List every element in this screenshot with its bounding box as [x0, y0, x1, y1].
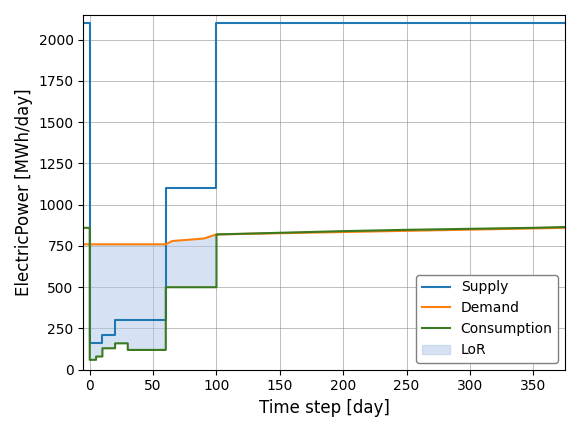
Consumption	[124, 347, 131, 353]
Demand	[162, 242, 169, 247]
Consumption	[530, 225, 537, 230]
Consumption	[93, 357, 100, 362]
Legend: Supply, Demand, Consumption, LoR: Supply, Demand, Consumption, LoR	[416, 275, 558, 363]
Consumption	[80, 225, 87, 230]
Supply	[99, 333, 106, 338]
Supply	[86, 341, 93, 346]
Supply	[111, 318, 118, 323]
Consumption	[213, 232, 220, 237]
Line: Supply: Supply	[84, 23, 565, 343]
Supply	[213, 186, 220, 191]
Consumption	[162, 285, 169, 290]
Y-axis label: ElectricPower [MWh/day]: ElectricPower [MWh/day]	[15, 89, 33, 296]
Demand	[80, 242, 87, 247]
Supply	[86, 21, 93, 26]
Supply	[213, 21, 220, 26]
Consumption	[162, 347, 169, 353]
Demand	[169, 238, 176, 244]
Demand	[561, 225, 568, 230]
Consumption	[403, 227, 410, 232]
Consumption	[340, 229, 347, 234]
Line: Demand: Demand	[84, 228, 565, 245]
Supply	[162, 186, 169, 191]
Supply	[111, 333, 118, 338]
Consumption	[99, 346, 106, 351]
Demand	[86, 242, 93, 247]
Consumption	[111, 341, 118, 346]
Supply	[86, 242, 93, 247]
Consumption	[561, 224, 568, 229]
Supply	[80, 21, 87, 26]
Supply	[561, 21, 568, 26]
Consumption	[86, 225, 93, 230]
Line: Consumption: Consumption	[84, 227, 565, 360]
Demand	[200, 236, 207, 241]
Supply	[99, 341, 106, 346]
X-axis label: Time step [day]: Time step [day]	[259, 399, 390, 417]
Consumption	[86, 357, 93, 362]
Consumption	[200, 285, 207, 290]
Consumption	[111, 346, 118, 351]
Consumption	[466, 226, 473, 232]
Supply	[162, 318, 169, 323]
Consumption	[99, 354, 106, 359]
Consumption	[213, 285, 220, 290]
Consumption	[276, 230, 283, 235]
Consumption	[124, 341, 131, 346]
Demand	[213, 232, 220, 237]
Consumption	[200, 285, 207, 290]
Consumption	[93, 354, 100, 359]
